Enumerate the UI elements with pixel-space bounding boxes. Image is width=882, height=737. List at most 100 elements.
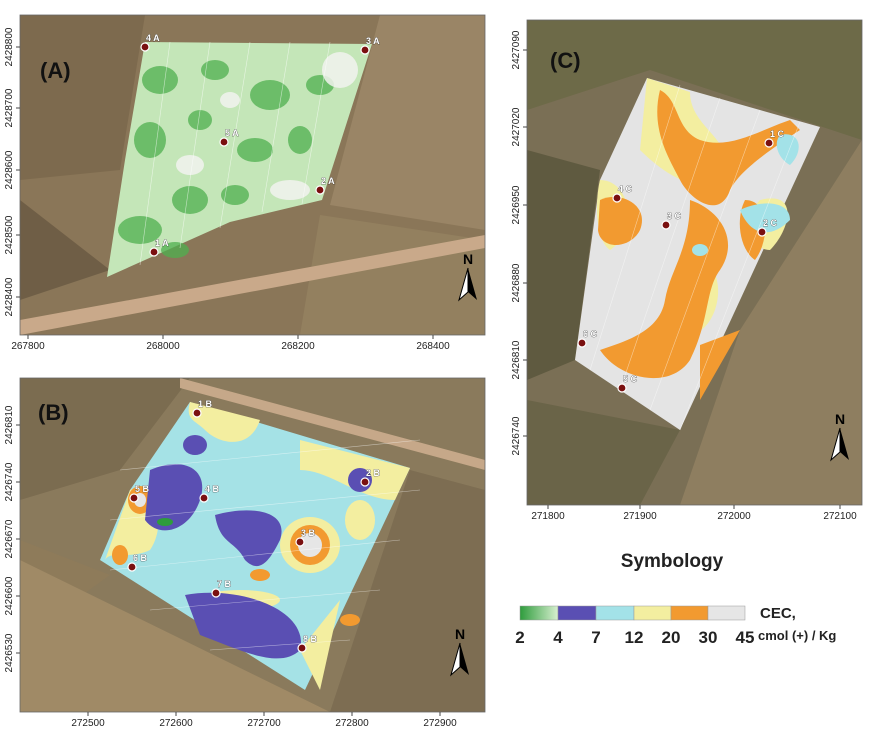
north-arrow [460, 643, 469, 675]
point-label: 6 B [133, 553, 148, 563]
legend-unit: CEC, [760, 605, 796, 622]
point-label: 5 B [135, 484, 150, 494]
legend-unit: cmol (+) / Kg [758, 628, 836, 643]
legend-break: 4 [553, 628, 563, 647]
x-tick-label: 268200 [281, 341, 315, 352]
point-label: 4 A [146, 33, 160, 43]
point-label: 2 A [321, 176, 335, 186]
legend-swatch [557, 605, 597, 621]
legend-break: 20 [662, 628, 681, 647]
sample-point [199, 493, 209, 503]
point-label: 1 C [770, 129, 785, 139]
map-b [20, 378, 485, 712]
legend-swatch [707, 605, 746, 621]
sample-point [577, 338, 587, 348]
point-label: 2 B [366, 468, 381, 478]
y-tick-label: 2426670 [4, 519, 15, 558]
north-label: N [463, 251, 473, 267]
north-label: N [455, 626, 465, 642]
sample-point [129, 493, 139, 503]
panel-label: (B) [38, 400, 69, 425]
y-tick-label: 2426740 [511, 416, 522, 455]
sample-point [360, 477, 370, 487]
x-tick-label: 268400 [416, 341, 450, 352]
y-tick-label: 2426600 [4, 576, 15, 615]
x-tick-label: 271800 [531, 511, 565, 522]
point-label: 2 C [763, 218, 778, 228]
panel-label: (A) [40, 58, 71, 83]
point-label: 1 B [198, 399, 213, 409]
map-c [527, 20, 862, 505]
north-label: N [835, 411, 845, 427]
point-label: 7 B [217, 579, 232, 589]
sample-point [315, 185, 325, 195]
frame [19, 377, 486, 713]
y-tick-label: 2426740 [4, 462, 15, 501]
y-tick-label: 2428800 [4, 27, 15, 66]
north-arrow [830, 427, 841, 462]
y-tick-label: 2426950 [511, 185, 522, 224]
point-label: 5 C [623, 374, 638, 384]
sample-point [140, 42, 150, 52]
legend-break: 12 [625, 628, 644, 647]
x-tick-label: 268000 [146, 341, 180, 352]
sample-point [360, 45, 370, 55]
y-tick-label: 2426530 [4, 633, 15, 672]
point-label: 3 C [667, 211, 682, 221]
legend-title: Symbology [621, 551, 724, 572]
point-label: 1 A [155, 238, 169, 248]
north-arrow [458, 267, 469, 302]
legend-swatch [633, 605, 672, 621]
y-tick-label: 2428700 [4, 88, 15, 127]
x-tick-label: 272500 [71, 718, 105, 729]
x-tick-label: 272000 [717, 511, 751, 522]
point-label: 5 A [225, 128, 239, 138]
x-tick-label: 272900 [423, 718, 457, 729]
y-tick-label: 2426810 [511, 340, 522, 379]
point-label: 6 C [583, 329, 598, 339]
map-a [20, 15, 485, 335]
legend-break: 2 [515, 628, 524, 647]
point-label: 4 B [205, 484, 220, 494]
point-label: 8 B [303, 634, 318, 644]
sample-point [757, 227, 767, 237]
sample-point [219, 137, 229, 147]
north-arrow [840, 428, 849, 460]
sample-point [617, 383, 627, 393]
y-tick-label: 2427090 [511, 30, 522, 69]
sample-point [612, 193, 622, 203]
y-tick-label: 2426810 [4, 405, 15, 444]
sample-point [661, 220, 671, 230]
x-tick-label: 272700 [247, 718, 281, 729]
sample-point [211, 588, 221, 598]
y-tick-label: 2427020 [511, 107, 522, 146]
legend-break: 45 [736, 628, 755, 647]
sample-point [764, 138, 774, 148]
x-tick-label: 271900 [623, 511, 657, 522]
legend-swatch [595, 605, 635, 621]
point-label: 3 B [301, 528, 316, 538]
sample-point [297, 643, 307, 653]
point-label: 4 C [618, 184, 633, 194]
x-tick-label: 272600 [159, 718, 193, 729]
y-tick-label: 2428600 [4, 150, 15, 189]
point-label: 3 A [366, 36, 380, 46]
legend-swatch [670, 605, 709, 621]
legend-swatch [519, 605, 559, 621]
sample-point [295, 537, 305, 547]
north-arrow [468, 268, 477, 300]
y-tick-label: 2428500 [4, 215, 15, 254]
y-tick-label: 2428400 [4, 277, 15, 316]
y-tick-label: 2426880 [511, 263, 522, 302]
north-arrow [450, 642, 461, 677]
x-tick-label: 272800 [335, 718, 369, 729]
panel-label: (C) [550, 48, 581, 73]
frame [526, 19, 863, 506]
sample-point [149, 247, 159, 257]
frame [19, 14, 486, 336]
x-tick-label: 272100 [823, 511, 857, 522]
legend-break: 30 [699, 628, 718, 647]
sample-point [192, 408, 202, 418]
